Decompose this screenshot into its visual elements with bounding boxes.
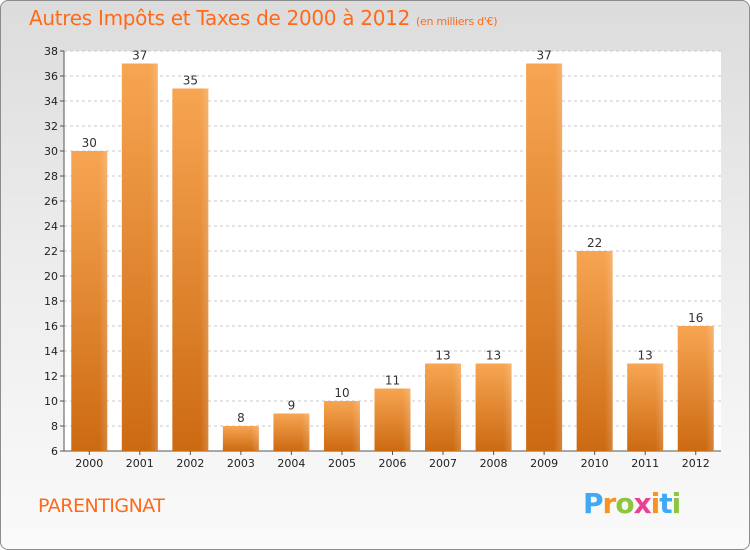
logo-letter: i — [671, 487, 682, 520]
bar-value-label: 11 — [385, 374, 400, 388]
bar-value-label: 37 — [132, 49, 147, 63]
chart-title-text: Autres Impôts et Taxes de 2000 à 2012 — [29, 6, 410, 30]
x-tick-label: 2007 — [429, 457, 457, 470]
chart-subtitle: (en milliers d'€) — [416, 15, 498, 28]
bar-highlight — [149, 63, 158, 451]
x-tick-label: 2001 — [126, 457, 154, 470]
bar-value-label: 37 — [536, 49, 551, 63]
y-tick-label: 14 — [44, 345, 58, 358]
y-tick-label: 30 — [44, 145, 58, 158]
chart-title: Autres Impôts et Taxes de 2000 à 2012 (en… — [29, 6, 497, 30]
bar-value-label: 22 — [587, 236, 602, 250]
bar-highlight — [554, 63, 563, 451]
bar-value-label: 8 — [237, 411, 245, 425]
x-tick-label: 2010 — [581, 457, 609, 470]
bar-highlight — [351, 401, 360, 451]
x-tick-label: 2006 — [379, 457, 407, 470]
y-tick-label: 36 — [44, 70, 58, 83]
y-tick-label: 8 — [51, 420, 58, 433]
proxiti-logo: Proxiti — [583, 487, 682, 520]
logo-letter: r — [602, 487, 617, 520]
x-tick-label: 2008 — [480, 457, 508, 470]
y-tick-label: 10 — [44, 395, 58, 408]
x-tick-label: 2011 — [631, 457, 659, 470]
bar-highlight — [655, 363, 664, 451]
bar-value-label: 10 — [334, 386, 349, 400]
y-tick-label: 6 — [51, 445, 58, 458]
x-tick-label: 2000 — [75, 457, 103, 470]
bar-value-label: 13 — [486, 349, 501, 363]
bar-highlight — [604, 251, 613, 451]
y-tick-label: 16 — [44, 320, 58, 333]
bar-highlight — [200, 88, 209, 451]
logo-letter: t — [659, 487, 672, 520]
logo-letter: x — [633, 487, 652, 520]
bar-value-label: 30 — [82, 136, 97, 150]
y-tick-label: 18 — [44, 295, 58, 308]
logo-letter: o — [615, 487, 634, 520]
y-tick-label: 28 — [44, 170, 58, 183]
x-tick-label: 2012 — [682, 457, 710, 470]
y-tick-label: 22 — [44, 245, 58, 258]
y-tick-label: 38 — [44, 45, 58, 58]
x-tick-label: 2005 — [328, 457, 356, 470]
bar-value-label: 13 — [638, 349, 653, 363]
bar-highlight — [453, 363, 462, 451]
bar-highlight — [250, 426, 259, 451]
x-tick-label: 2009 — [530, 457, 558, 470]
bar-highlight — [301, 413, 310, 451]
y-tick-label: 26 — [44, 195, 58, 208]
y-tick-label: 12 — [44, 370, 58, 383]
bar-value-label: 13 — [435, 349, 450, 363]
bar-highlight — [503, 363, 512, 451]
logo-letter: i — [650, 487, 661, 520]
logo-letter: P — [583, 487, 604, 520]
commune-name: PARENTIGNAT — [38, 495, 165, 517]
y-tick-label: 20 — [44, 270, 58, 283]
y-tick-label: 24 — [44, 220, 58, 233]
bar-highlight — [99, 151, 108, 451]
y-tick-label: 34 — [44, 95, 58, 108]
bar-value-label: 35 — [183, 74, 198, 88]
x-tick-label: 2004 — [277, 457, 305, 470]
y-tick-label: 32 — [44, 120, 58, 133]
bar-highlight — [705, 326, 714, 451]
bar-value-label: 9 — [288, 399, 296, 413]
bar-value-label: 16 — [688, 311, 703, 325]
x-tick-label: 2002 — [176, 457, 204, 470]
x-tick-label: 2003 — [227, 457, 255, 470]
bar-highlight — [402, 388, 411, 451]
